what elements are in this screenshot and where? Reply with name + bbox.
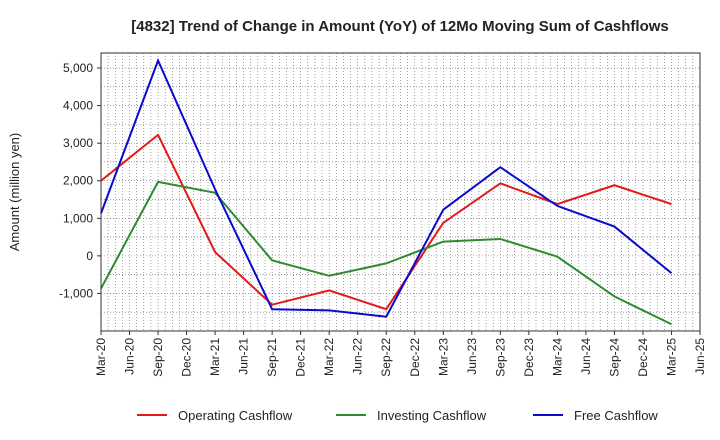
series-line-operating-cashflow	[100, 133, 672, 311]
legend-label-investing-cashflow: Investing Cashflow	[377, 408, 487, 423]
series-line-free-cashflow	[100, 57, 673, 318]
chart-title: [4832] Trend of Change in Amount (YoY) o…	[131, 18, 669, 35]
plot-frame	[100, 52, 701, 332]
y-tick-label: 1,000	[63, 211, 93, 225]
x-tick-label: Dec-24	[636, 338, 650, 377]
series-line-investing-cashflow	[100, 180, 672, 326]
x-tick-label: Jun-24	[579, 338, 593, 375]
y-axis-ticks: -1,000 0 1,000 2,000 3,000 4,000 5,000	[59, 61, 101, 300]
y-tick-label: 3,000	[63, 136, 93, 150]
x-tick-label: Mar-20	[94, 338, 108, 376]
x-tick-label: Jun-22	[351, 338, 365, 375]
x-tick-label: Sep-23	[493, 338, 507, 377]
x-tick-label: Dec-21	[294, 338, 308, 377]
x-tick-label: Sep-21	[265, 338, 279, 377]
y-tick-label: 4,000	[63, 99, 93, 113]
y-axis-label: Amount (million yen)	[7, 133, 22, 252]
x-tick-label: Mar-25	[664, 338, 678, 376]
x-tick-label: Mar-23	[436, 338, 450, 376]
legend-label-operating-cashflow: Operating Cashflow	[178, 408, 293, 423]
y-tick-label: 5,000	[63, 61, 93, 75]
y-tick-label: 0	[86, 249, 93, 263]
y-tick-label: -1,000	[59, 286, 93, 300]
y-tick-label: 2,000	[63, 174, 93, 188]
legend: Operating Cashflow Investing Cashflow Free…	[137, 408, 658, 423]
legend-label-free-cashflow: Free Cashflow	[574, 408, 658, 423]
x-tick-label: Jun-20	[123, 338, 137, 375]
x-tick-label: Jun-21	[237, 338, 251, 375]
x-tick-label: Dec-23	[522, 338, 536, 377]
x-tick-label: Jun-23	[465, 338, 479, 375]
x-tick-label: Sep-24	[607, 338, 621, 377]
x-tick-label: Mar-21	[208, 338, 222, 376]
x-tick-label: Dec-20	[180, 338, 194, 377]
x-tick-label: Sep-20	[151, 338, 165, 377]
series-lines	[100, 57, 673, 326]
x-tick-label: Mar-24	[550, 338, 564, 376]
x-tick-label: Mar-22	[322, 338, 336, 376]
x-tick-label: Dec-22	[408, 338, 422, 377]
x-axis-ticks: Mar-20 Jun-20 Sep-20 Dec-20 Mar-21 Jun-21 Sep-…	[94, 331, 707, 377]
x-tick-label: Jun-25	[693, 338, 707, 375]
x-tick-label: Sep-22	[379, 338, 393, 377]
